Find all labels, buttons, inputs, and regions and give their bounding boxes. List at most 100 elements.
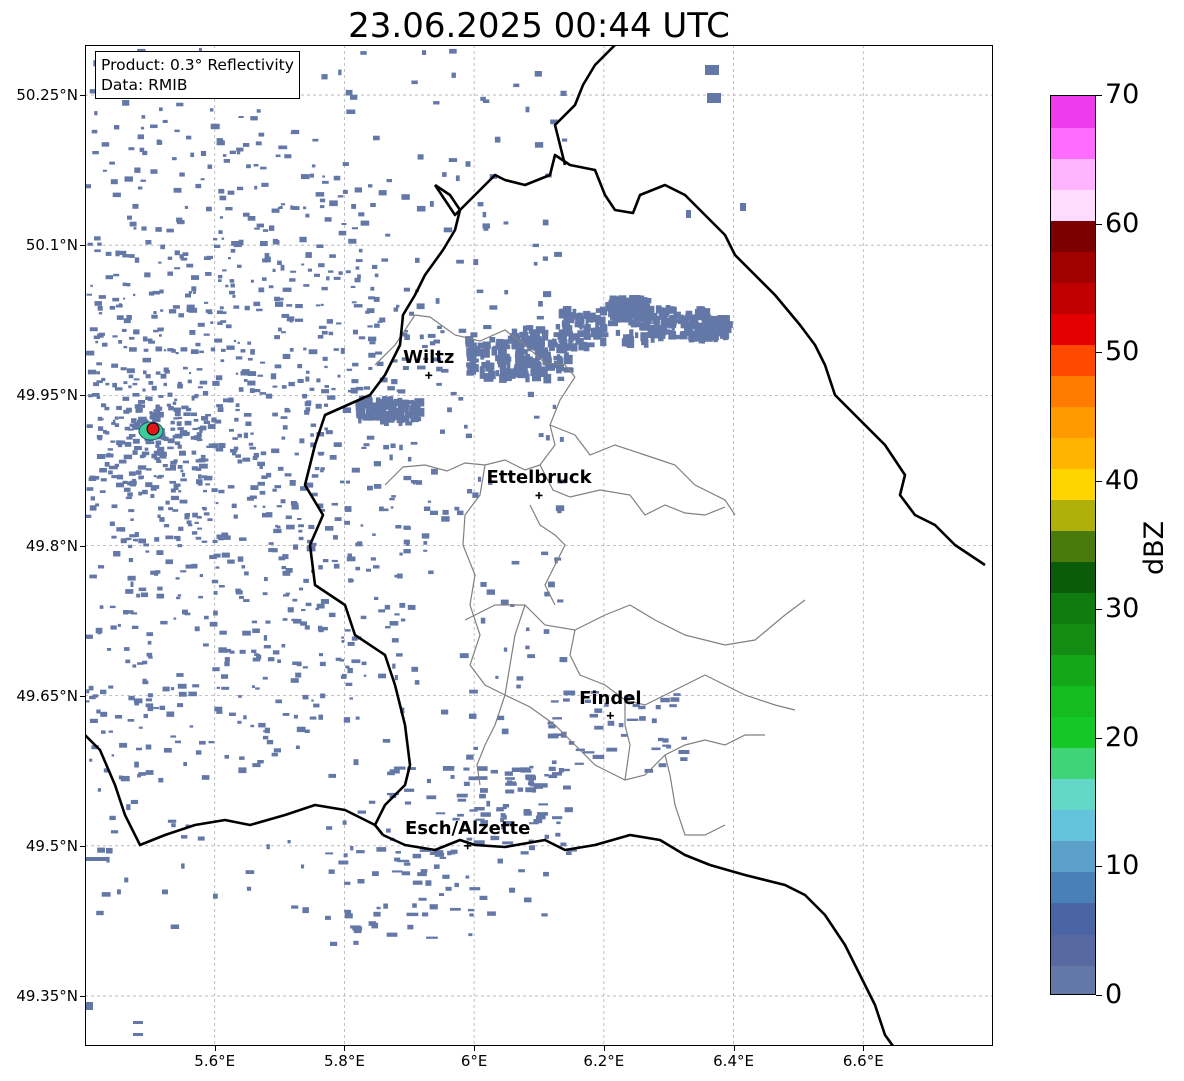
echo-cell: [232, 437, 238, 440]
echo-cell: [177, 544, 183, 548]
echo-cell: [222, 311, 227, 315]
echo-cell: [344, 881, 351, 885]
echo-cell: [374, 273, 379, 278]
echo-cell: [499, 365, 505, 375]
echo-cell: [495, 370, 499, 377]
echo-cell: [286, 304, 293, 307]
echo-cell: [105, 431, 110, 435]
echo-cell: [150, 124, 158, 129]
echo-cell: [535, 815, 546, 820]
echo-cell: [706, 316, 715, 323]
echo-cell: [215, 502, 219, 505]
echo-cell: [388, 396, 394, 403]
echo-cell: [126, 368, 135, 374]
echo-cell: [474, 346, 480, 354]
echo-cell: [458, 397, 464, 401]
echo-cell: [300, 174, 310, 180]
echo-cell: [269, 225, 275, 231]
echo-cell: [184, 205, 189, 209]
echo-cell: [153, 311, 157, 314]
echo-cell: [152, 290, 160, 295]
canton-boundary: [464, 599, 806, 646]
echo-cell: [383, 444, 389, 450]
echo-cell: [525, 353, 531, 359]
echo-cell: [356, 386, 364, 391]
echo-cell: [341, 636, 345, 639]
echo-cell: [145, 550, 150, 553]
echo-cell: [199, 574, 203, 578]
echo-cell: [263, 645, 271, 649]
echo-cell: [390, 408, 399, 414]
echo-cell: [423, 506, 431, 511]
echo-cell: [125, 589, 134, 594]
echo-cell: [247, 380, 256, 386]
echo-cell: [539, 337, 545, 347]
echo-cell: [244, 305, 250, 311]
echo-cell: [356, 850, 365, 854]
echo-cell: [548, 766, 556, 771]
echo-cell: [495, 675, 499, 679]
echo-cell: [378, 609, 386, 613]
echo-cell: [486, 800, 491, 807]
echo-cell: [712, 315, 721, 322]
echo-cell: [107, 648, 112, 651]
colorbar-segment: [1051, 313, 1095, 345]
canton-boundary: [462, 464, 506, 696]
echo-cell: [441, 368, 449, 373]
echo-cell: [311, 474, 319, 478]
echo-cell: [105, 453, 114, 458]
echo-cell: [417, 872, 427, 877]
echo-cell: [198, 474, 202, 479]
echo-cell: [257, 481, 265, 486]
echo-cell: [660, 697, 670, 703]
echo-cell: [186, 135, 192, 140]
echo-cell: [155, 227, 162, 232]
echo-cell: [321, 286, 328, 291]
echo-cell: [293, 618, 302, 624]
radar-map[interactable]: [85, 45, 993, 1046]
echo-cell: [143, 713, 148, 719]
echo-cell: [108, 470, 113, 475]
echo-cell: [599, 324, 608, 333]
echo-cell: [658, 763, 667, 768]
echo-cell: [260, 166, 267, 170]
echo-cell: [229, 429, 234, 432]
echo-cell: [653, 322, 659, 328]
echo-cell: [129, 221, 137, 227]
echo-cell: [180, 478, 187, 482]
echo-cell: [256, 308, 263, 312]
echo-cell: [262, 735, 269, 740]
echo-cell: [97, 242, 102, 246]
echo-cell: [274, 335, 280, 340]
echo-cell: [393, 766, 406, 770]
echo-cell: [449, 48, 457, 54]
echo-cell: [215, 447, 224, 452]
echo-cell: [279, 206, 283, 209]
echo-cell: [262, 258, 268, 263]
echo-cell: [190, 152, 195, 158]
echo-cell: [250, 724, 255, 728]
colorbar-segment: [1051, 840, 1095, 873]
echo-cell: [391, 495, 396, 498]
echo-cell: [105, 382, 110, 386]
echo-cell: [194, 521, 199, 524]
echo-cell: [357, 274, 361, 279]
echo-cell: [524, 897, 532, 903]
echo-cell: [362, 408, 366, 417]
echo-cell: [466, 754, 474, 760]
echo-cell: [240, 349, 246, 353]
echo-cell: [532, 243, 539, 248]
echo-cell: [133, 293, 136, 297]
echo-cell: [143, 348, 149, 352]
echo-cell: [554, 251, 562, 257]
echo-cell: [95, 340, 99, 344]
echo-cell: [686, 210, 691, 218]
echo-cell: [469, 354, 477, 360]
echo-cell: [583, 310, 591, 319]
echo-cell: [465, 875, 470, 879]
echo-cell: [338, 230, 347, 236]
echo-cell: [196, 479, 203, 485]
echo-cell: [457, 510, 464, 516]
echo-cell: [197, 482, 203, 486]
echo-cell: [275, 524, 278, 528]
